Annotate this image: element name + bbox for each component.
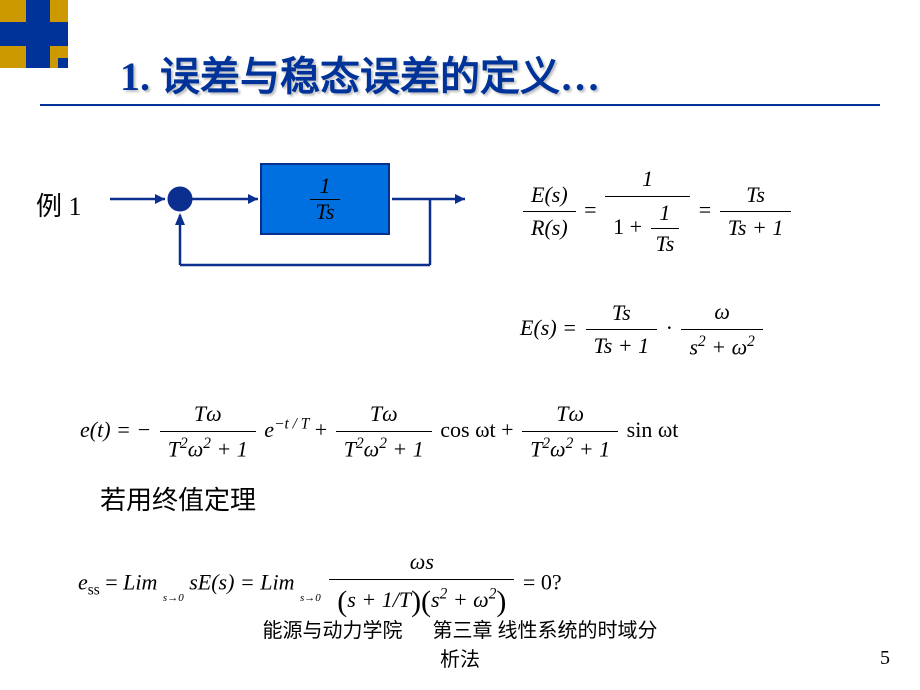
slide-title: 1. 误差与稳态误差的定义… — [120, 44, 600, 102]
eq3-d1: T2ω2 + 1 — [160, 432, 256, 464]
equation-2: E(s) = Ts Ts + 1 · ω s2 + ω2 — [520, 298, 766, 362]
eq2-left: E(s) = — [520, 315, 577, 340]
header-decoration — [0, 0, 110, 110]
tf-fraction: 1 Ts — [310, 174, 341, 223]
equation-4: ess = Lim s→0 sE(s) = Lim s→0 ωs (s + 1/… — [78, 548, 562, 621]
footer-right2: 析法 — [0, 643, 920, 672]
tf-numerator: 1 — [310, 174, 341, 199]
eq2-den2: s2 + ω2 — [681, 330, 762, 362]
eq3-d2: T2ω2 + 1 — [336, 432, 432, 464]
page-number: 5 — [880, 647, 890, 670]
footer-left: 能源与动力学院 — [263, 620, 403, 642]
equation-1: E(s) R(s) = 1 1 + 1 Ts = Ts Ts + 1 — [520, 165, 794, 259]
eq1-E: E(s) — [523, 181, 576, 213]
equation-3: e(t) = − Tω T2ω2 + 1 e−t / T + Tω T2ω2 +… — [80, 400, 678, 464]
eq1-mid-den: 1 + 1 Ts — [605, 197, 690, 259]
block-diagram: 1 Ts — [110, 155, 470, 305]
header-underline — [40, 104, 880, 106]
blue-vstripe — [26, 0, 50, 68]
slide-footer: 能源与动力学院 第三章 线性系统的时域分 析法 — [0, 614, 920, 672]
transfer-function-box: 1 Ts — [260, 163, 390, 235]
example-label: 例 1 — [36, 186, 82, 223]
footer-right1: 第三章 线性系统的时域分 — [433, 620, 658, 642]
eq3-d3: T2ω2 + 1 — [522, 432, 618, 464]
blue-dot — [58, 58, 68, 68]
final-value-note: 若用终值定理 — [100, 480, 256, 517]
eq1-R: R(s) — [523, 212, 576, 243]
tf-denominator: Ts — [310, 200, 341, 224]
eq1-right-den: Ts + 1 — [720, 212, 792, 243]
eq1-right-num: Ts — [720, 181, 792, 213]
eq3-left: e(t) = − — [80, 417, 151, 442]
eq1-mid-num: 1 — [605, 165, 690, 197]
